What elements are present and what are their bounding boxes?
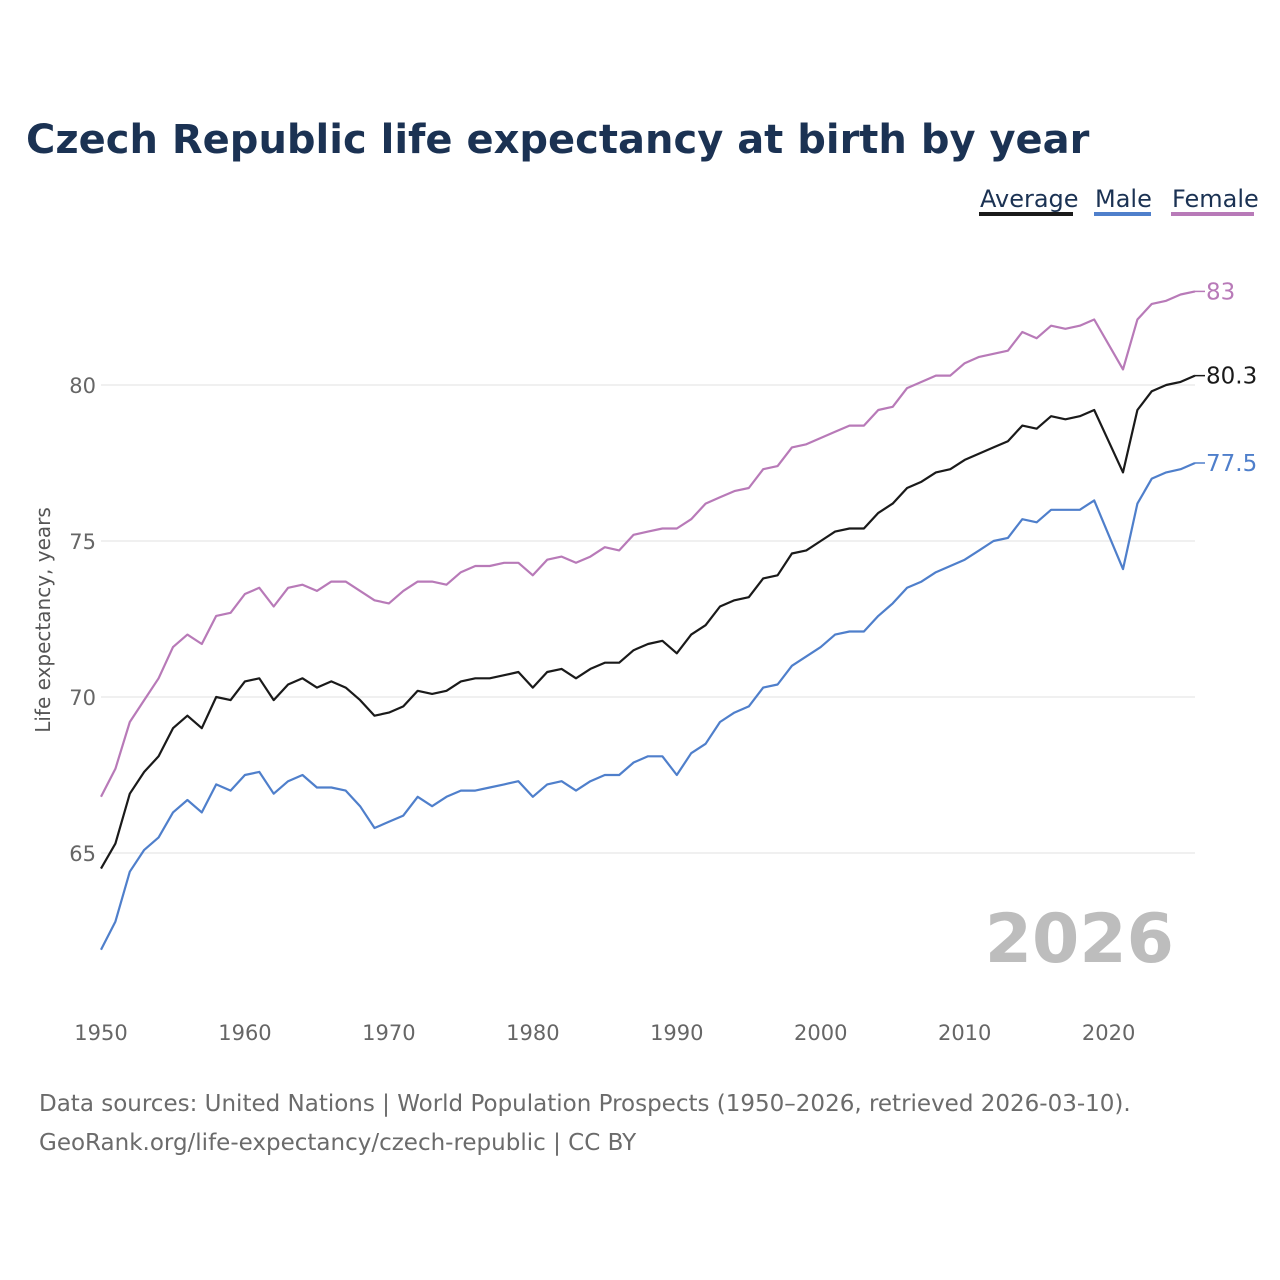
end-labels: 77.5 80.3 83 <box>1195 279 1257 477</box>
legend-item-female[interactable]: Female <box>1171 185 1259 216</box>
legend-item-average[interactable]: Average <box>979 185 1079 216</box>
footer-attribution: GeoRank.org/life-expectancy/czech-republ… <box>39 1130 637 1156</box>
x-tick-label: 1980 <box>506 1021 559 1045</box>
series-line-average <box>100 374 1196 870</box>
x-tick-label: 2000 <box>794 1021 847 1045</box>
x-tick-label: 2020 <box>1082 1021 1135 1045</box>
series-line-male <box>100 461 1196 951</box>
end-label-female: 83 <box>1206 279 1235 305</box>
end-label-male: 77.5 <box>1206 451 1257 477</box>
x-tick-label: 1970 <box>362 1021 415 1045</box>
current-year-label: 2026 <box>985 900 1174 979</box>
legend-label: Male <box>1095 185 1152 213</box>
legend: Average Male Female <box>979 185 1259 216</box>
gridlines <box>101 384 1195 854</box>
legend-swatch <box>979 212 1073 216</box>
x-tick-label: 1990 <box>650 1021 703 1045</box>
footer-sources: Data sources: United Nations | World Pop… <box>39 1091 1131 1117</box>
chart-title: Czech Republic life expectancy at birth … <box>26 117 1090 163</box>
legend-item-male[interactable]: Male <box>1094 185 1152 216</box>
legend-swatch <box>1094 212 1151 216</box>
y-axis-label: Life expectancy, years <box>31 507 55 733</box>
x-tick-label: 2010 <box>938 1021 991 1045</box>
x-axis-ticks: 1950 1960 1970 1980 1990 2000 2010 2020 <box>74 1021 1135 1045</box>
legend-label: Average <box>980 185 1079 213</box>
x-tick-label: 1950 <box>74 1021 127 1045</box>
legend-swatch <box>1171 212 1254 216</box>
legend-label: Female <box>1172 185 1259 213</box>
series-lines <box>100 290 1196 951</box>
x-tick-label: 1960 <box>218 1021 271 1045</box>
end-label-average: 80.3 <box>1206 364 1257 390</box>
y-tick-label: 65 <box>69 842 96 866</box>
y-tick-label: 80 <box>69 374 96 398</box>
y-axis-ticks: 65 70 75 80 <box>69 374 96 866</box>
series-line-female <box>100 290 1196 798</box>
y-tick-label: 70 <box>69 686 96 710</box>
y-tick-label: 75 <box>69 530 96 554</box>
